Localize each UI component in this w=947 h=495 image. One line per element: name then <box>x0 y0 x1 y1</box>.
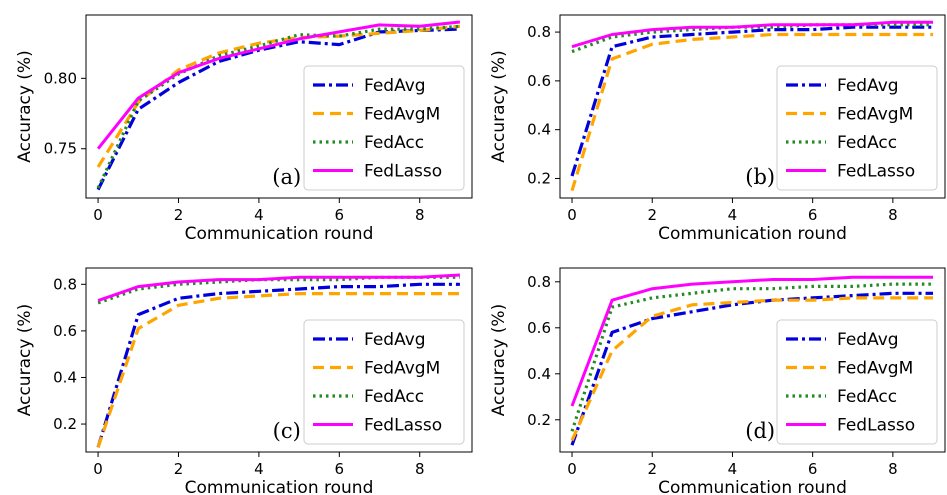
series-line-fedlasso <box>571 20 933 49</box>
x-axis-label: Communication round <box>658 224 847 244</box>
x-tick-label: 6 <box>335 460 345 478</box>
axes-frame <box>85 267 473 453</box>
x-tick-label: 8 <box>415 460 425 478</box>
chart-panel-3: 0 2 4 6 8 0.2 0.4 0.6 0.8 Communication round Accu… <box>15 267 473 495</box>
series-line-fedacc <box>570 282 933 432</box>
y-tick-label: 0.80 <box>44 69 77 87</box>
series-line-fedlasso <box>96 20 461 150</box>
legend-label: FedAvg <box>837 76 899 96</box>
axes-frame <box>559 14 946 199</box>
y-tick-label: 0.6 <box>527 72 551 90</box>
x-axis-label: Communication round <box>185 478 374 495</box>
panel-label: (a) <box>272 165 301 189</box>
y-tick-label: 0.2 <box>527 411 551 429</box>
x-tick-label: 2 <box>647 206 657 224</box>
y-tick-label: 0.2 <box>53 415 77 433</box>
y-axis-label: Accuracy (%) <box>489 304 509 416</box>
series-line-fedavg <box>96 27 460 191</box>
legend-label: FedLasso <box>364 162 442 182</box>
legend-label: FedAvgM <box>837 105 913 125</box>
y-tick-label: 0.6 <box>53 322 77 340</box>
legend: FedAvg FedAvgM FedAcc FedLasso <box>303 319 465 445</box>
legend: FedAvg FedAvgM FedAcc FedLasso <box>303 65 465 191</box>
series-line-fedavg <box>570 291 933 446</box>
legend-label: FedAvgM <box>364 105 440 125</box>
x-tick-label: 0 <box>567 460 577 478</box>
y-axis-label: Accuracy (%) <box>489 50 509 162</box>
y-tick-label: 0.4 <box>527 121 551 139</box>
chart-panel-2: 0 2 4 6 8 0.2 0.4 0.6 0.8 Communication round Accu… <box>489 14 946 244</box>
x-tick-label: 4 <box>728 206 738 224</box>
y-axis-label: Accuracy (%) <box>15 50 35 162</box>
x-tick-label: 4 <box>254 460 264 478</box>
x-tick-label: 8 <box>888 460 898 478</box>
y-tick-label: 0.8 <box>53 275 77 293</box>
x-tick-label: 8 <box>415 206 425 224</box>
x-tick-label: 2 <box>647 460 657 478</box>
x-axis-label: Communication round <box>185 224 374 244</box>
y-tick-label: 0.4 <box>53 368 77 386</box>
legend-label: FedAvg <box>837 330 899 350</box>
legend-box <box>303 65 465 191</box>
chart-panel-1: 0 2 4 6 8 0.75 0.80 Communication round Accuracy… <box>15 14 473 244</box>
series-line-fedacc <box>571 23 933 54</box>
axes-frame <box>85 14 473 199</box>
legend-label: FedAcc <box>837 387 897 407</box>
legend-label: FedAvg <box>364 76 426 96</box>
y-axis-label: Accuracy (%) <box>15 304 35 416</box>
x-axis-label: Communication round <box>658 478 847 495</box>
x-tick-label: 0 <box>93 460 103 478</box>
x-tick-label: 0 <box>567 206 577 224</box>
legend-box <box>776 319 938 445</box>
axes-frame <box>559 267 946 453</box>
y-tick-label: 0.75 <box>44 140 77 158</box>
x-tick-label: 6 <box>335 206 345 224</box>
series-line-fedavgm <box>570 296 933 442</box>
y-tick-label: 0.8 <box>527 23 551 41</box>
series-line-fedavg <box>570 25 933 177</box>
x-tick-label: 4 <box>254 206 264 224</box>
y-tick-label: 0.4 <box>527 365 551 383</box>
series-line-fedavg <box>96 282 460 448</box>
x-tick-label: 2 <box>174 206 184 224</box>
y-tick-label: 0.6 <box>527 319 551 337</box>
series-line-fedavgm <box>96 292 460 448</box>
series-line-fedlasso <box>570 275 933 407</box>
legend-label: FedLasso <box>837 162 915 182</box>
legend-label: FedAvg <box>364 330 426 350</box>
panel-label: (b) <box>745 165 775 189</box>
legend-label: FedAcc <box>364 133 424 153</box>
legend: FedAvg FedAvgM FedAcc FedLasso <box>776 319 938 445</box>
x-tick-label: 4 <box>728 460 738 478</box>
legend: FedAvg FedAvgM FedAcc FedLasso <box>776 65 938 191</box>
x-tick-label: 0 <box>93 206 103 224</box>
legend-label: FedAcc <box>364 387 424 407</box>
series-line-fedacc <box>96 24 461 189</box>
legend-label: FedAcc <box>837 133 897 153</box>
y-tick-label: 0.8 <box>527 273 551 291</box>
legend-box <box>303 319 465 445</box>
legend-box <box>776 65 938 191</box>
series-line-fedavgm <box>570 32 933 192</box>
series-line-fedlasso <box>97 273 460 303</box>
legend-label: FedAvgM <box>364 359 440 379</box>
panel-label: (c) <box>273 419 301 443</box>
chart-panel-4: 0 2 4 6 8 0.2 0.4 0.6 0.8 Communication round Accu… <box>489 267 946 495</box>
y-tick-label: 0.2 <box>527 169 551 187</box>
x-tick-label: 8 <box>888 206 898 224</box>
x-tick-label: 2 <box>174 460 184 478</box>
legend-label: FedAvgM <box>837 359 913 379</box>
panel-label: (d) <box>745 419 775 443</box>
x-tick-label: 6 <box>808 206 818 224</box>
legend-label: FedLasso <box>364 416 442 436</box>
legend-label: FedLasso <box>837 416 915 436</box>
x-tick-label: 6 <box>808 460 818 478</box>
